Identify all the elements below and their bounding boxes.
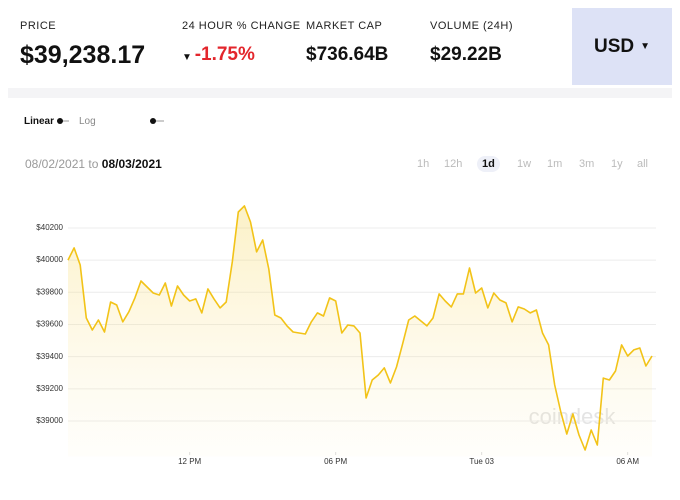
- date-range: 08/02/2021 to 08/03/2021: [25, 157, 162, 171]
- timeframe-button[interactable]: 12h: [444, 158, 463, 170]
- y-tick-label: $40200: [36, 223, 63, 232]
- linear-toggle[interactable]: Linear: [24, 116, 69, 127]
- header: PRICE $39,238.17 24 HOUR % CHANGE ▼ -1.75%…: [0, 0, 680, 88]
- x-tick-label: Tue 03: [469, 457, 494, 466]
- currency-button[interactable]: USD ▼: [572, 8, 672, 85]
- log-label: Log: [79, 116, 96, 127]
- stat-value: $736.64B: [306, 44, 389, 65]
- stat-value: $29.22B: [430, 44, 502, 65]
- timeframe-button[interactable]: 3m: [579, 158, 595, 170]
- y-tick-label: $39200: [36, 384, 63, 393]
- y-tick-label: $39000: [36, 416, 63, 425]
- timeframe-button[interactable]: 1d: [477, 156, 500, 172]
- stat: 24 HOUR % CHANGE ▼ -1.75%: [182, 20, 301, 66]
- timeframe-button[interactable]: 1y: [611, 158, 623, 170]
- stat-label: VOLUME (24H): [430, 20, 514, 32]
- log-switch[interactable]: [150, 116, 164, 127]
- linear-label: Linear: [24, 116, 55, 127]
- price-line: [67, 205, 653, 451]
- y-tick-label: $39800: [36, 287, 63, 296]
- timeframe-button[interactable]: all: [637, 158, 649, 170]
- log-toggle[interactable]: Log: [79, 116, 96, 127]
- stat-value: -1.75%: [194, 44, 255, 65]
- timeframe-button[interactable]: 1m: [547, 158, 563, 170]
- stat: PRICE $39,238.17: [20, 20, 145, 70]
- stat-label: 24 HOUR % CHANGE: [182, 20, 301, 32]
- x-tick-label: 06 AM: [616, 457, 639, 466]
- date-sep: to: [88, 157, 99, 171]
- date-from: 08/02/2021: [25, 157, 86, 171]
- x-tick-label: 12 PM: [178, 457, 201, 466]
- divider: [8, 88, 672, 98]
- y-tick-label: $39400: [36, 352, 63, 361]
- y-tick-label: $39600: [36, 320, 63, 329]
- date-to: 08/03/2021: [101, 157, 162, 171]
- stat: VOLUME (24H) $29.22B: [430, 20, 513, 66]
- timeframe-button[interactable]: 1w: [517, 158, 532, 170]
- stat-change: ▼ -1.75%: [182, 44, 255, 65]
- timeframe-button[interactable]: 1h: [417, 158, 430, 170]
- area: [68, 205, 652, 457]
- y-tick-label: $40000: [36, 255, 63, 264]
- stat-label: PRICE: [20, 20, 57, 32]
- x-tick-label: 06 PM: [324, 457, 347, 466]
- currency: USD: [593, 35, 635, 57]
- stat: MARKET CAP $736.64B: [306, 20, 388, 66]
- stat-value: $39,238.17: [20, 41, 146, 69]
- stat-label: MARKET CAP: [306, 20, 383, 32]
